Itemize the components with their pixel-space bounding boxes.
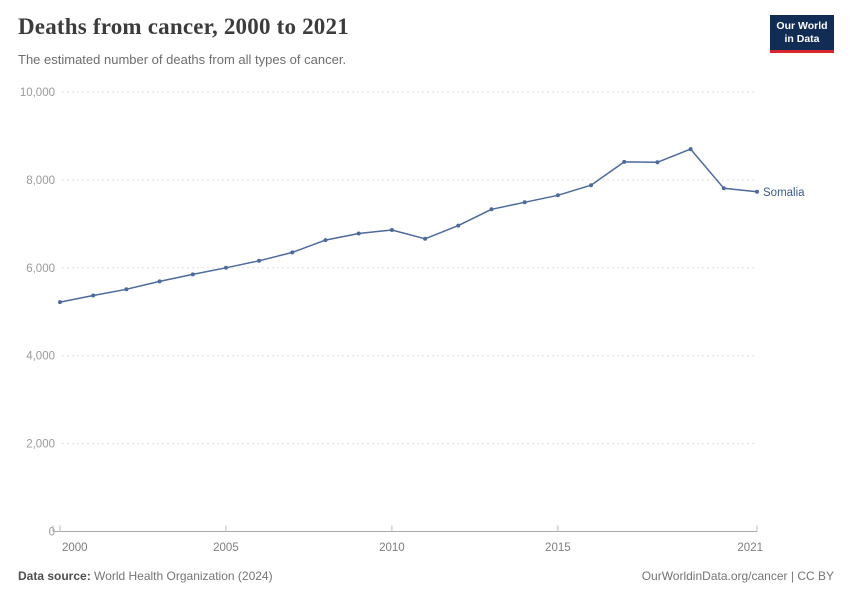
x-tick-label: 2021: [737, 542, 763, 554]
data-point-marker[interactable]: [356, 231, 361, 236]
owid-logo-line1: Our World: [776, 20, 828, 32]
y-tick-label: 2,000: [26, 439, 55, 451]
axis-layer: 2000 2005 2010 2015 2021: [52, 525, 763, 554]
data-point-marker[interactable]: [456, 223, 461, 228]
series-entity-label[interactable]: Somalia: [763, 187, 805, 199]
data-point-marker[interactable]: [190, 272, 195, 277]
y-tick-label: 0: [49, 527, 55, 539]
y-tick-label: 6,000: [26, 263, 55, 275]
data-source-note: Data source: World Health Organization (…: [18, 569, 273, 583]
x-tick-label: 2000: [62, 542, 88, 554]
series-layer[interactable]: Somalia: [58, 147, 805, 305]
data-point-marker[interactable]: [755, 189, 759, 194]
y-tick-label: 10,000: [20, 87, 55, 99]
x-tick-label: 2015: [545, 542, 571, 554]
data-point-marker[interactable]: [489, 207, 494, 212]
data-point-marker[interactable]: [655, 160, 660, 165]
data-point-marker[interactable]: [688, 147, 693, 152]
data-point-marker[interactable]: [622, 159, 627, 164]
data-point-marker[interactable]: [589, 183, 593, 188]
data-point-marker[interactable]: [124, 287, 129, 292]
x-tick-label: 2005: [213, 542, 239, 554]
data-point-marker[interactable]: [389, 228, 394, 232]
page-title: Deaths from cancer, 2000 to 2021: [18, 14, 349, 39]
data-point-marker[interactable]: [522, 200, 527, 205]
gridlines-layer: 0 2,000 4,000 6,000 8,000 10,000: [20, 87, 757, 539]
x-tick-label: 2010: [379, 542, 405, 554]
data-point-marker[interactable]: [555, 193, 560, 198]
data-point-marker[interactable]: [257, 258, 262, 263]
data-source-value: World Health Organization (2024): [94, 569, 273, 583]
y-tick-label: 8,000: [26, 175, 55, 187]
data-point-marker[interactable]: [58, 300, 62, 305]
owid-logo-line2: in Data: [784, 33, 820, 46]
chart-subtitle: The estimated number of deaths from all …: [18, 52, 347, 67]
y-tick-label: 4,000: [26, 351, 55, 363]
data-point-marker[interactable]: [224, 265, 228, 270]
owid-logo: Our World in Data: [770, 15, 834, 54]
data-point-marker[interactable]: [423, 236, 428, 241]
data-point-marker[interactable]: [157, 279, 162, 284]
data-point-marker[interactable]: [290, 250, 295, 255]
data-source-label: Data source:: [18, 569, 91, 583]
data-point-marker[interactable]: [323, 238, 328, 243]
data-point-marker[interactable]: [91, 293, 96, 298]
credit-link[interactable]: OurWorldinData.org/cancer | CC BY: [641, 569, 834, 583]
data-point-marker[interactable]: [721, 186, 726, 191]
series-line[interactable]: [59, 148, 758, 303]
